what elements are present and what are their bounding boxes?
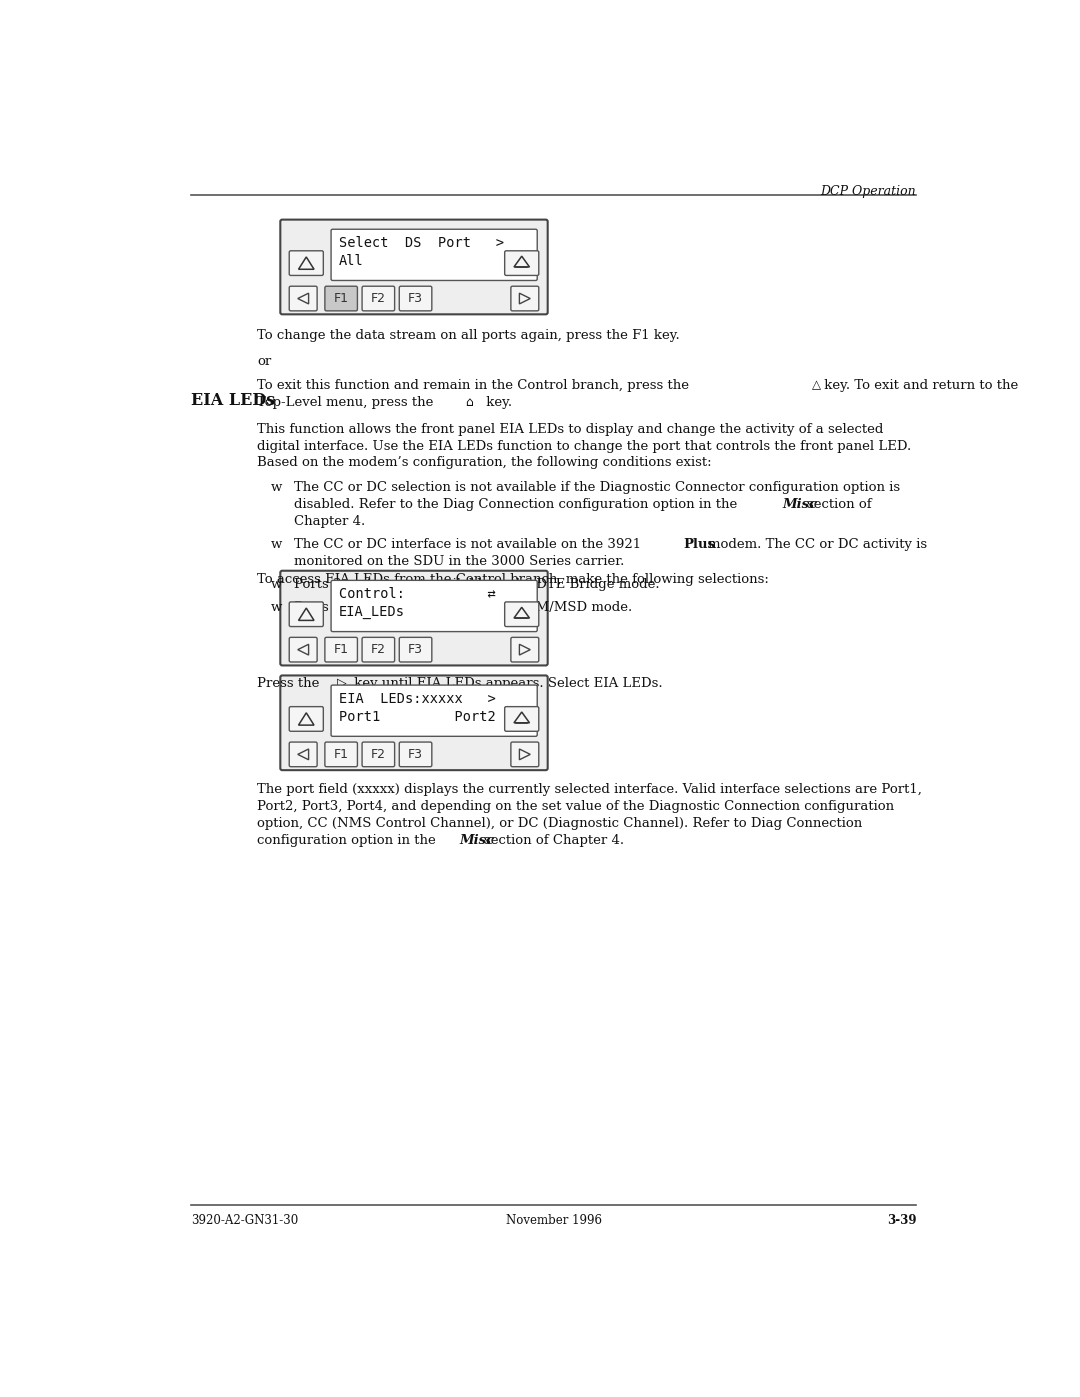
Text: F3: F3 [408,292,423,305]
FancyBboxPatch shape [400,742,432,767]
Text: monitored on the SDU in the 3000 Series carrier.: monitored on the SDU in the 3000 Series … [294,555,624,569]
FancyBboxPatch shape [281,219,548,314]
FancyBboxPatch shape [332,685,537,736]
Text: 3920-A2-GN31-30: 3920-A2-GN31-30 [191,1214,298,1227]
Text: Misc: Misc [459,834,495,847]
Text: F1: F1 [334,292,349,305]
Text: Chapter 4.: Chapter 4. [294,515,365,528]
FancyBboxPatch shape [511,637,539,662]
Text: The CC or DC selection is not available if the Diagnostic Connector configuratio: The CC or DC selection is not available … [294,481,900,495]
FancyBboxPatch shape [289,251,323,275]
Text: EIA_LEDs: EIA_LEDs [339,605,405,619]
Text: 3-39: 3-39 [887,1214,916,1227]
FancyBboxPatch shape [325,286,357,312]
Text: modem. The CC or DC activity is: modem. The CC or DC activity is [708,538,928,550]
Text: ▷: ▷ [337,676,346,690]
Text: November 1996: November 1996 [505,1214,602,1227]
Text: This function allows the front panel EIA LEDs to display and change the activity: This function allows the front panel EIA… [257,423,883,436]
FancyBboxPatch shape [289,742,318,767]
FancyBboxPatch shape [400,637,432,662]
Text: All: All [339,254,364,268]
FancyBboxPatch shape [504,707,539,731]
Text: Port2, Port3, Port4, and depending on the set value of the Diagnostic Connection: Port2, Port3, Port4, and depending on th… [257,800,894,813]
Text: key.: key. [482,397,512,409]
Text: F2: F2 [370,292,386,305]
Text: w: w [271,538,282,550]
Text: Port1         Port2: Port1 Port2 [339,710,496,724]
Text: digital interface. Use the EIA LEDs function to change the port that controls th: digital interface. Use the EIA LEDs func… [257,440,912,453]
Text: EIA LEDs: EIA LEDs [191,393,275,409]
FancyBboxPatch shape [362,637,394,662]
Text: F3: F3 [408,643,423,657]
Text: Ports 3 or 4 are not available in the DTE Bridge mode.: Ports 3 or 4 are not available in the DT… [294,578,660,591]
FancyBboxPatch shape [332,580,537,631]
FancyBboxPatch shape [332,229,537,281]
FancyBboxPatch shape [504,602,539,627]
FancyBboxPatch shape [289,637,318,662]
Text: w: w [271,481,282,495]
Text: To exit this function and remain in the Control branch, press the: To exit this function and remain in the … [257,380,689,393]
Text: disabled. Refer to the Diag Connection configuration option in the: disabled. Refer to the Diag Connection c… [294,497,738,511]
Text: option, CC (NMS Control Channel), or DC (Diagnostic Channel). Refer to Diag Conn: option, CC (NMS Control Channel), or DC … [257,817,863,830]
FancyBboxPatch shape [289,602,323,627]
Text: △: △ [811,379,821,391]
Text: DCP Operation: DCP Operation [821,184,916,197]
Text: The CC or DC interface is not available on the 3921: The CC or DC interface is not available … [294,538,642,550]
FancyBboxPatch shape [504,251,539,275]
Text: F1: F1 [334,643,349,657]
FancyBboxPatch shape [400,286,432,312]
FancyBboxPatch shape [325,637,357,662]
Text: To access EIA LEDs from the Control branch, make the following selections:: To access EIA LEDs from the Control bran… [257,573,769,587]
Text: F1: F1 [334,747,349,761]
Text: The port field (xxxxx) displays the currently selected interface. Valid interfac: The port field (xxxxx) displays the curr… [257,782,922,796]
Text: ⌂: ⌂ [465,395,473,408]
Text: configuration option in the: configuration option in the [257,834,441,847]
Text: Control:          ⇄: Control: ⇄ [339,587,496,601]
Text: w: w [271,601,282,615]
FancyBboxPatch shape [362,286,394,312]
FancyBboxPatch shape [325,742,357,767]
Text: Top-Level menu, press the: Top-Level menu, press the [257,397,434,409]
Text: section of: section of [807,497,872,511]
Text: Select  DS  Port   >: Select DS Port > [339,236,504,250]
Text: key until EIA LEDs appears. Select EIA LEDs.: key until EIA LEDs appears. Select EIA L… [350,678,663,690]
FancyBboxPatch shape [289,286,318,312]
FancyBboxPatch shape [281,676,548,770]
Text: section of Chapter 4.: section of Chapter 4. [484,834,624,847]
Text: w: w [271,578,282,591]
Text: F2: F2 [370,747,386,761]
Text: Based on the modem’s configuration, the following conditions exist:: Based on the modem’s configuration, the … [257,457,712,469]
Text: To change the data stream on all ports again, press the F1 key.: To change the data stream on all ports a… [257,328,680,342]
Text: Misc: Misc [782,497,818,511]
Text: Ports 2, 3, and 4 are available in TDM/MSD mode.: Ports 2, 3, and 4 are available in TDM/M… [294,601,632,615]
Text: EIA  LEDs:xxxxx   >: EIA LEDs:xxxxx > [339,692,496,705]
FancyBboxPatch shape [281,571,548,665]
Text: F2: F2 [370,643,386,657]
Text: or: or [257,355,272,367]
FancyBboxPatch shape [362,742,394,767]
FancyBboxPatch shape [511,742,539,767]
Text: key. To exit and return to the: key. To exit and return to the [820,380,1018,393]
Text: Press the: Press the [257,678,320,690]
FancyBboxPatch shape [289,707,323,731]
Text: F3: F3 [408,747,423,761]
FancyBboxPatch shape [511,286,539,312]
Text: Plus: Plus [683,538,715,550]
